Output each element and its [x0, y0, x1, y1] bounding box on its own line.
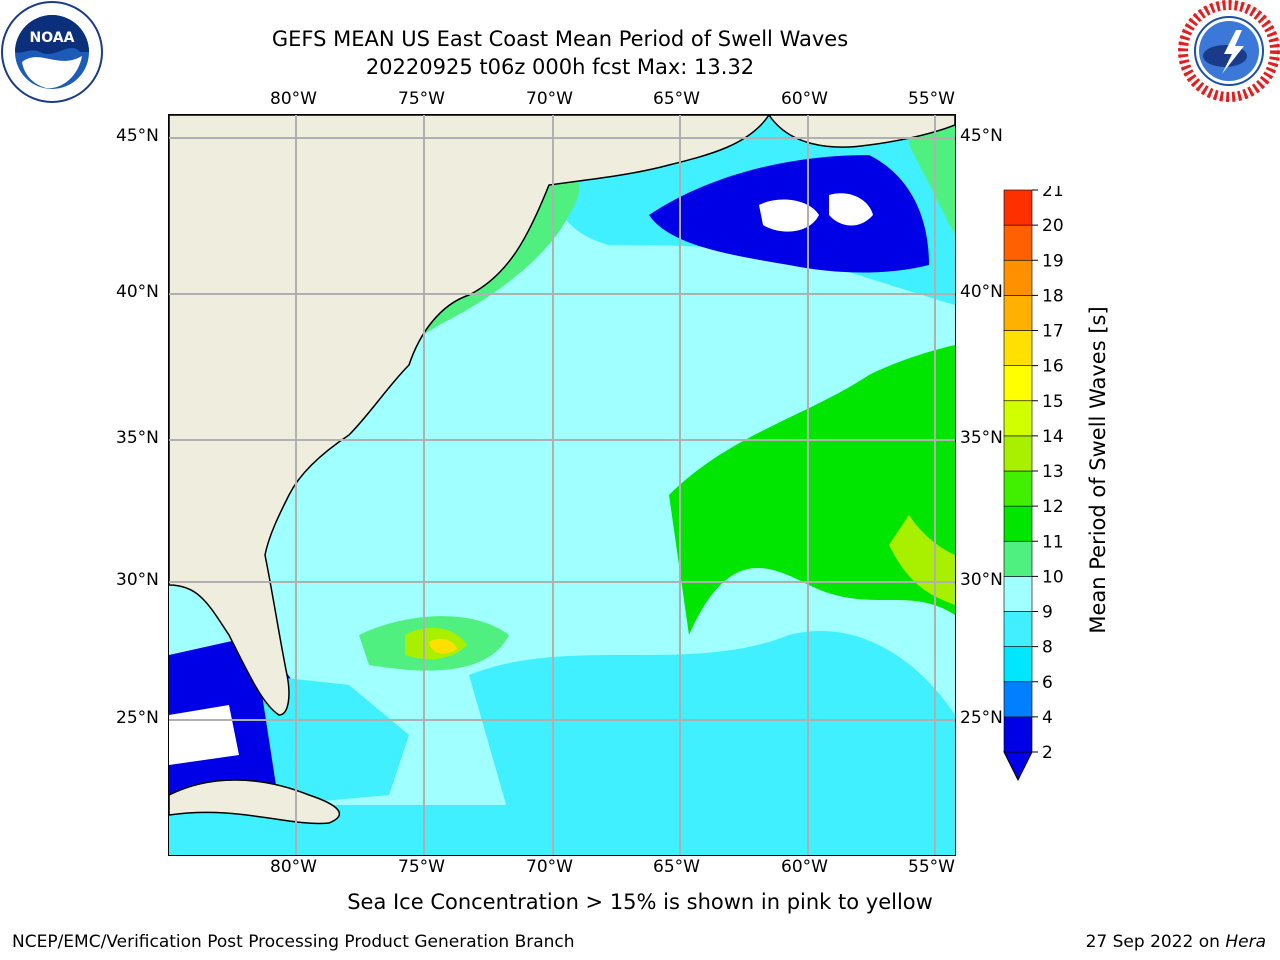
lon-label-bottom-75w: 75°W	[398, 857, 445, 877]
colorbar: 2 4 6 8 9 10 11 12 13 14 15 16 17 18 19 20 21	[1003, 186, 1064, 782]
colorbar-segment	[1003, 681, 1033, 718]
colorbar-segment	[1003, 435, 1033, 472]
colorbar-tick-label: 17	[1042, 322, 1064, 342]
colorbar-segment	[1003, 295, 1033, 331]
colorbar-segment	[1003, 400, 1033, 437]
lon-label-bottom-55w: 55°W	[908, 857, 955, 877]
lat-label-left-40n: 40°N	[116, 282, 159, 302]
noaa-logo: NOAA	[1, 1, 103, 103]
lon-label-bottom-65w: 65°W	[653, 857, 700, 877]
footer-date-text: 27 Sep 2022 on	[1085, 932, 1220, 952]
lon-label-top-80w: 80°W	[270, 89, 317, 109]
lat-label-left-30n: 30°N	[116, 570, 159, 590]
colorbar-segment	[1003, 259, 1033, 296]
colorbar-tick-label: 18	[1042, 286, 1064, 306]
colorbar-tick-label: 2	[1042, 743, 1053, 763]
colorbar-segment	[1003, 365, 1033, 402]
colorbar-segment	[1003, 540, 1033, 577]
colorbar-segment	[1003, 189, 1033, 226]
lat-label-right-30n: 30°N	[960, 570, 1003, 590]
lat-label-right-25n: 25°N	[960, 708, 1003, 728]
lon-label-top-55w: 55°W	[908, 89, 955, 109]
lat-label-right-40n: 40°N	[960, 282, 1003, 302]
colorbar-segment	[1003, 224, 1033, 261]
graticule	[169, 115, 955, 855]
lat-label-right-35n: 35°N	[960, 428, 1003, 448]
lon-label-top-65w: 65°W	[653, 89, 700, 109]
colorbar-tick-label: 4	[1042, 708, 1053, 728]
colorbar-segment	[1003, 576, 1033, 612]
lat-label-left-45n: 45°N	[116, 126, 159, 146]
svg-text:NOAA: NOAA	[30, 30, 75, 46]
colorbar-tick-label: 19	[1042, 251, 1064, 271]
lon-label-top-75w: 75°W	[398, 89, 445, 109]
colorbar-segment	[1003, 716, 1033, 753]
colorbar-tick-label: 11	[1042, 532, 1064, 552]
colorbar-tick-label: 12	[1042, 497, 1064, 517]
colorbar-tick-label: 16	[1042, 357, 1064, 377]
colorbar-tick-label: 6	[1042, 673, 1053, 693]
footer-credit: NCEP/EMC/Verification Post Processing Pr…	[12, 932, 575, 952]
map-subtitle: 20220925 t06z 000h fcst Max: 13.32	[365, 55, 755, 79]
lat-label-left-25n: 25°N	[116, 708, 159, 728]
lon-label-top-60w: 60°W	[781, 89, 828, 109]
colorbar-segment	[1003, 646, 1033, 683]
lon-label-bottom-70w: 70°W	[526, 857, 573, 877]
colorbar-tick-label: 21	[1042, 186, 1064, 201]
colorbar-tick-label: 20	[1042, 216, 1064, 236]
colorbar-segment	[1003, 611, 1033, 647]
map-canvas	[169, 115, 955, 855]
footer-date: 27 Sep 2022 on Hera	[1086, 932, 1266, 952]
colorbar-tick-label: 10	[1042, 567, 1064, 587]
colorbar-segment	[1003, 330, 1033, 366]
lon-label-top-70w: 70°W	[526, 89, 573, 109]
colorbar-segment	[1003, 470, 1033, 507]
colorbar-label: Mean Period of Swell Waves [s]	[1086, 306, 1110, 634]
map-title: GEFS MEAN US East Coast Mean Period of S…	[271, 27, 849, 51]
colorbar-tick-label: 9	[1042, 603, 1053, 623]
lon-label-bottom-60w: 60°W	[781, 857, 828, 877]
colorbar-tick-label: 15	[1042, 392, 1064, 412]
lat-label-right-45n: 45°N	[960, 126, 1003, 146]
colorbar-tick-label: 14	[1042, 427, 1064, 447]
swell-period-map[interactable]	[168, 114, 956, 856]
colorbar-segment	[1003, 505, 1033, 542]
lon-label-bottom-80w: 80°W	[270, 857, 317, 877]
nws-logo	[1178, 0, 1280, 102]
colorbar-tick-label: 8	[1042, 638, 1053, 658]
colorbar-tick-label: 13	[1042, 462, 1064, 482]
sea-ice-note: Sea Ice Concentration > 15% is shown in …	[347, 890, 933, 914]
colorbar-extend-arrow	[1003, 751, 1033, 782]
footer-host: Hera	[1225, 932, 1266, 952]
lat-label-left-35n: 35°N	[116, 428, 159, 448]
